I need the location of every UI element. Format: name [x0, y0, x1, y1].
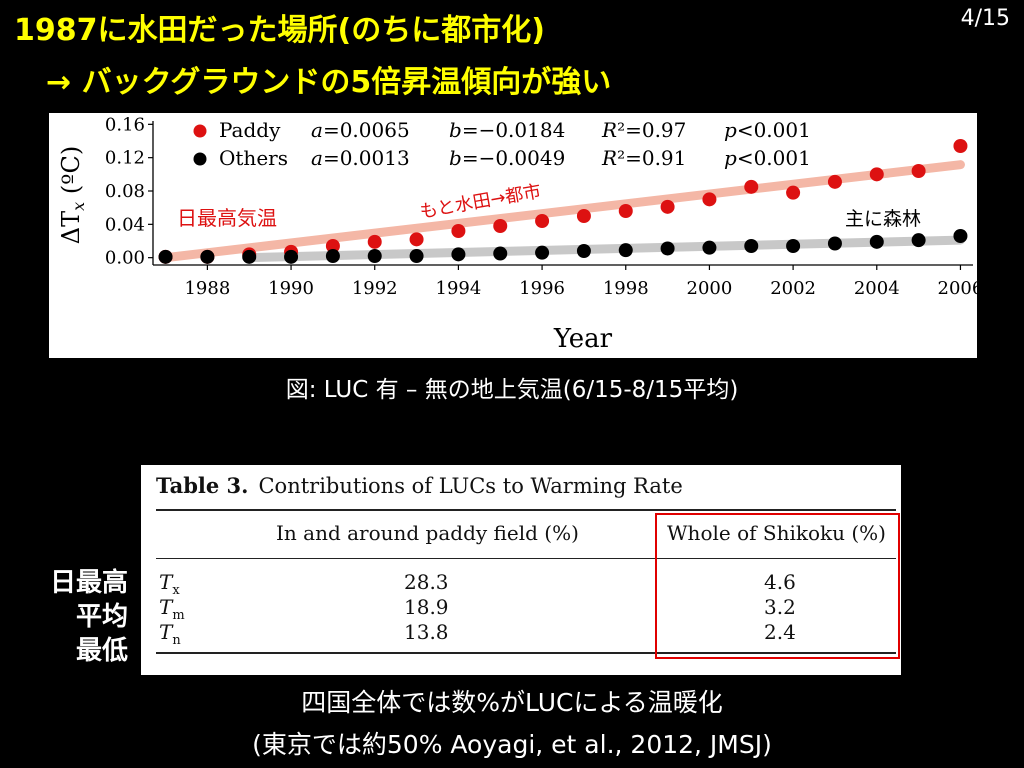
row-note-daily-max: 日最高	[49, 568, 128, 598]
point-paddy-2003	[827, 174, 842, 189]
trend-line-others	[244, 235, 965, 263]
legend-stat-paddy-p: p<0.001	[724, 118, 811, 142]
x-tick-label: 1994	[436, 278, 482, 299]
legend-stat-paddy-b: b=−0.0184	[449, 118, 565, 142]
point-others-1995	[493, 246, 508, 261]
point-paddy-1994	[451, 224, 466, 238]
x-tick-label: 1992	[352, 278, 398, 299]
legend-label-others: Others	[219, 146, 288, 170]
row-note-mean: 平均	[75, 602, 128, 632]
header-paddy: In and around paddy field (%)	[276, 521, 579, 545]
point-others-2001	[744, 239, 759, 253]
contribution-table: Table 3. Contributions of LUCs to Warming…	[141, 465, 901, 675]
row-label-tx: Tx	[159, 570, 180, 598]
table-title: Table 3. Contributions of LUCs to Warming…	[156, 473, 683, 498]
legend-marker-paddy	[193, 124, 207, 138]
table-label: Table 3.	[156, 473, 249, 498]
point-others-1990	[284, 249, 299, 264]
legend-stat-others-b: b=−0.0049	[449, 146, 565, 170]
header-shikoku: Whole of Shikoku (%)	[667, 521, 886, 545]
x-tick-label: 1998	[603, 278, 649, 299]
summary-line-2: (東京では約50% Aoyagi, et al., 2012, JMSJ)	[252, 730, 772, 759]
table-caption: Contributions of LUCs to Warming Rate	[258, 474, 683, 498]
row-label-tn: Tn	[159, 620, 181, 648]
x-tick-label: 2006	[938, 278, 977, 299]
point-paddy-1996	[535, 214, 550, 228]
x-tick-label: 2002	[770, 278, 816, 299]
cell-tm-paddy: 18.9	[404, 595, 449, 619]
y-tick-label: 0.04	[105, 214, 145, 235]
x-tick-label: 2004	[854, 278, 900, 299]
x-tick-label: 2000	[687, 278, 733, 299]
point-paddy-2004	[869, 167, 884, 182]
warming-chart: 0.00 0.04 0.08 0.12 0.16 1988 1990 1992 1994 1996…	[57, 114, 977, 354]
point-others-1987	[158, 249, 173, 264]
legend-stat-others-r2: R²=0.91	[601, 146, 686, 170]
slide-title-line-1: 1987に水田だった場所(のちに都市化)	[14, 13, 545, 48]
point-paddy-1997	[576, 209, 591, 223]
point-paddy-1995	[493, 219, 508, 233]
figure-caption: 図: LUC 有 – 無の地上気温(6/15-8/15平均)	[285, 377, 739, 403]
y-axis-label: ΔTx (ºC)	[57, 146, 88, 244]
point-paddy-2005	[911, 164, 926, 178]
point-others-2003	[827, 236, 842, 251]
table-rule-top	[156, 509, 896, 511]
row-label-tm: Tm	[159, 595, 185, 623]
y-tick-label: 0.08	[105, 181, 145, 202]
annotation-mainly-forest: 主に森林	[845, 208, 921, 230]
row-note-min: 最低	[75, 636, 128, 666]
trend-line-paddy	[161, 160, 965, 263]
point-paddy-1993	[409, 232, 424, 247]
table-rule-bottom	[156, 652, 896, 654]
legend-stat-others-a: a=0.0013	[311, 146, 410, 170]
cell-tm-shikoku: 3.2	[764, 595, 796, 619]
legend-stat-others-p: p<0.001	[724, 146, 811, 170]
legend-label-paddy: Paddy	[219, 118, 281, 142]
point-others-1989	[242, 249, 257, 264]
x-axis-label: Year	[553, 324, 613, 354]
x-tick-label: 1996	[519, 278, 565, 299]
legend-stat-paddy-a: a=0.0065	[311, 118, 410, 142]
x-tick-label: 1990	[268, 278, 314, 299]
point-paddy-2000	[702, 192, 717, 207]
page-number: 4/15	[960, 6, 1010, 31]
legend-marker-others	[193, 152, 207, 166]
cell-tn-paddy: 13.8	[404, 620, 449, 644]
point-paddy-1999	[660, 199, 675, 214]
point-others-1999	[660, 241, 675, 256]
point-others-1997	[576, 244, 591, 258]
point-others-2002	[786, 239, 801, 253]
point-others-2005	[911, 233, 926, 248]
point-others-2006	[953, 229, 968, 243]
slide-title-line-2: → バックグラウンドの5倍昇温傾向が強い	[46, 65, 612, 100]
y-tick-label: 0.16	[105, 114, 145, 135]
annotation-daily-max: 日最高気温	[177, 206, 277, 230]
point-others-2004	[869, 234, 884, 249]
point-others-1996	[535, 245, 550, 260]
legend-stat-paddy-r2: R²=0.97	[601, 118, 686, 142]
point-paddy-1998	[618, 204, 633, 218]
point-others-1992	[367, 249, 382, 263]
y-tick-label: 0.12	[105, 148, 145, 169]
cell-tx-shikoku: 4.6	[764, 570, 796, 594]
cell-tx-paddy: 28.3	[404, 570, 449, 594]
point-others-2000	[702, 240, 717, 255]
highlight-box	[655, 513, 900, 659]
table-rule-header	[156, 558, 896, 559]
point-others-1991	[325, 249, 340, 263]
point-others-1998	[618, 243, 633, 258]
x-tick-label: 1988	[184, 278, 230, 299]
point-paddy-1992	[367, 234, 382, 249]
point-paddy-2006	[953, 139, 968, 153]
point-others-1988	[200, 249, 215, 264]
y-tick-label: 0.00	[105, 248, 145, 269]
point-paddy-2001	[744, 179, 759, 194]
chart-panel: 0.00 0.04 0.08 0.12 0.16 1988 1990 1992 1994 1996…	[49, 113, 977, 358]
point-paddy-2002	[786, 185, 801, 200]
summary-line-1: 四国全体では数%がLUCによる温暖化	[301, 688, 723, 717]
point-others-1993	[409, 249, 424, 263]
cell-tn-shikoku: 2.4	[764, 620, 796, 644]
point-others-1994	[451, 247, 466, 262]
point-paddy-1991	[325, 239, 340, 253]
